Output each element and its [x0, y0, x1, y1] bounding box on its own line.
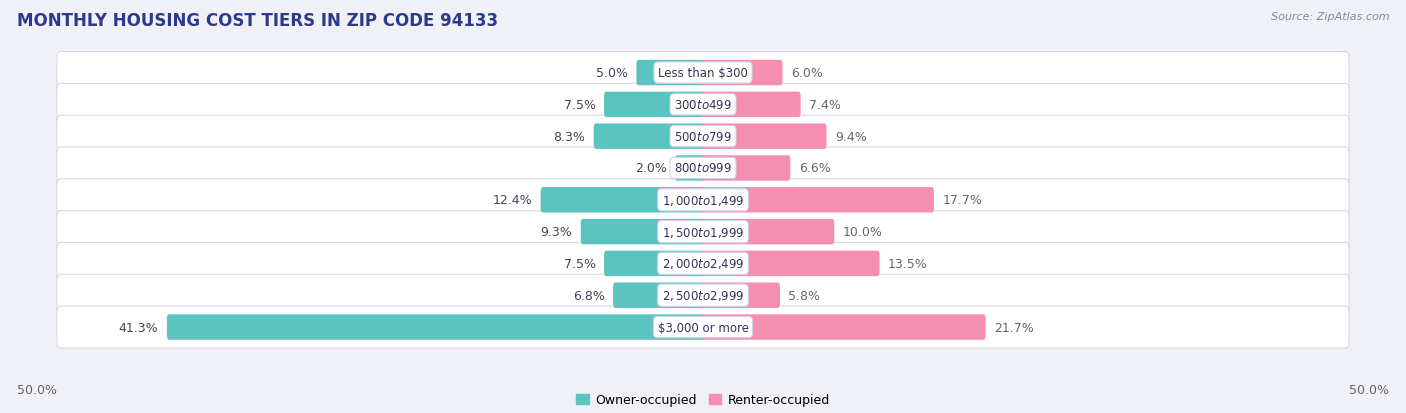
Text: 9.3%: 9.3% [540, 225, 572, 239]
Text: $300 to $499: $300 to $499 [673, 99, 733, 112]
FancyBboxPatch shape [56, 211, 1350, 253]
FancyBboxPatch shape [167, 315, 704, 340]
FancyBboxPatch shape [702, 219, 834, 245]
FancyBboxPatch shape [541, 188, 704, 213]
FancyBboxPatch shape [702, 124, 827, 150]
Text: 8.3%: 8.3% [554, 131, 585, 143]
FancyBboxPatch shape [593, 124, 704, 150]
Text: Source: ZipAtlas.com: Source: ZipAtlas.com [1271, 12, 1389, 22]
Text: $500 to $799: $500 to $799 [673, 131, 733, 143]
Text: MONTHLY HOUSING COST TIERS IN ZIP CODE 94133: MONTHLY HOUSING COST TIERS IN ZIP CODE 9… [17, 12, 498, 30]
Text: 5.0%: 5.0% [596, 67, 628, 80]
Text: 17.7%: 17.7% [942, 194, 983, 207]
Text: 41.3%: 41.3% [118, 321, 159, 334]
Text: 6.6%: 6.6% [799, 162, 831, 175]
Text: $800 to $999: $800 to $999 [673, 162, 733, 175]
FancyBboxPatch shape [56, 179, 1350, 221]
Text: 6.0%: 6.0% [792, 67, 823, 80]
FancyBboxPatch shape [56, 116, 1350, 158]
Text: 13.5%: 13.5% [889, 257, 928, 270]
FancyBboxPatch shape [56, 275, 1350, 316]
FancyBboxPatch shape [605, 251, 704, 276]
Text: 5.8%: 5.8% [789, 289, 820, 302]
Text: $2,000 to $2,499: $2,000 to $2,499 [662, 257, 744, 271]
FancyBboxPatch shape [637, 61, 704, 86]
Legend: Owner-occupied, Renter-occupied: Owner-occupied, Renter-occupied [571, 388, 835, 411]
Text: 2.0%: 2.0% [636, 162, 666, 175]
FancyBboxPatch shape [702, 251, 880, 276]
Text: 9.4%: 9.4% [835, 131, 866, 143]
Text: $3,000 or more: $3,000 or more [658, 321, 748, 334]
Text: 50.0%: 50.0% [17, 384, 56, 396]
Text: 7.5%: 7.5% [564, 99, 596, 112]
FancyBboxPatch shape [581, 219, 704, 245]
Text: 21.7%: 21.7% [994, 321, 1033, 334]
FancyBboxPatch shape [702, 156, 790, 181]
Text: 50.0%: 50.0% [1350, 384, 1389, 396]
FancyBboxPatch shape [56, 52, 1350, 94]
Text: $1,000 to $1,499: $1,000 to $1,499 [662, 193, 744, 207]
FancyBboxPatch shape [56, 243, 1350, 285]
FancyBboxPatch shape [56, 306, 1350, 348]
Text: 6.8%: 6.8% [572, 289, 605, 302]
FancyBboxPatch shape [613, 283, 704, 308]
FancyBboxPatch shape [702, 93, 800, 118]
Text: 12.4%: 12.4% [492, 194, 533, 207]
FancyBboxPatch shape [675, 156, 704, 181]
Text: 7.4%: 7.4% [808, 99, 841, 112]
Text: $2,500 to $2,999: $2,500 to $2,999 [662, 289, 744, 302]
Text: Less than $300: Less than $300 [658, 67, 748, 80]
FancyBboxPatch shape [702, 283, 780, 308]
FancyBboxPatch shape [56, 147, 1350, 190]
Text: 7.5%: 7.5% [564, 257, 596, 270]
Text: 10.0%: 10.0% [842, 225, 883, 239]
FancyBboxPatch shape [56, 84, 1350, 126]
FancyBboxPatch shape [702, 315, 986, 340]
FancyBboxPatch shape [605, 93, 704, 118]
FancyBboxPatch shape [702, 61, 783, 86]
Text: $1,500 to $1,999: $1,500 to $1,999 [662, 225, 744, 239]
FancyBboxPatch shape [702, 188, 934, 213]
